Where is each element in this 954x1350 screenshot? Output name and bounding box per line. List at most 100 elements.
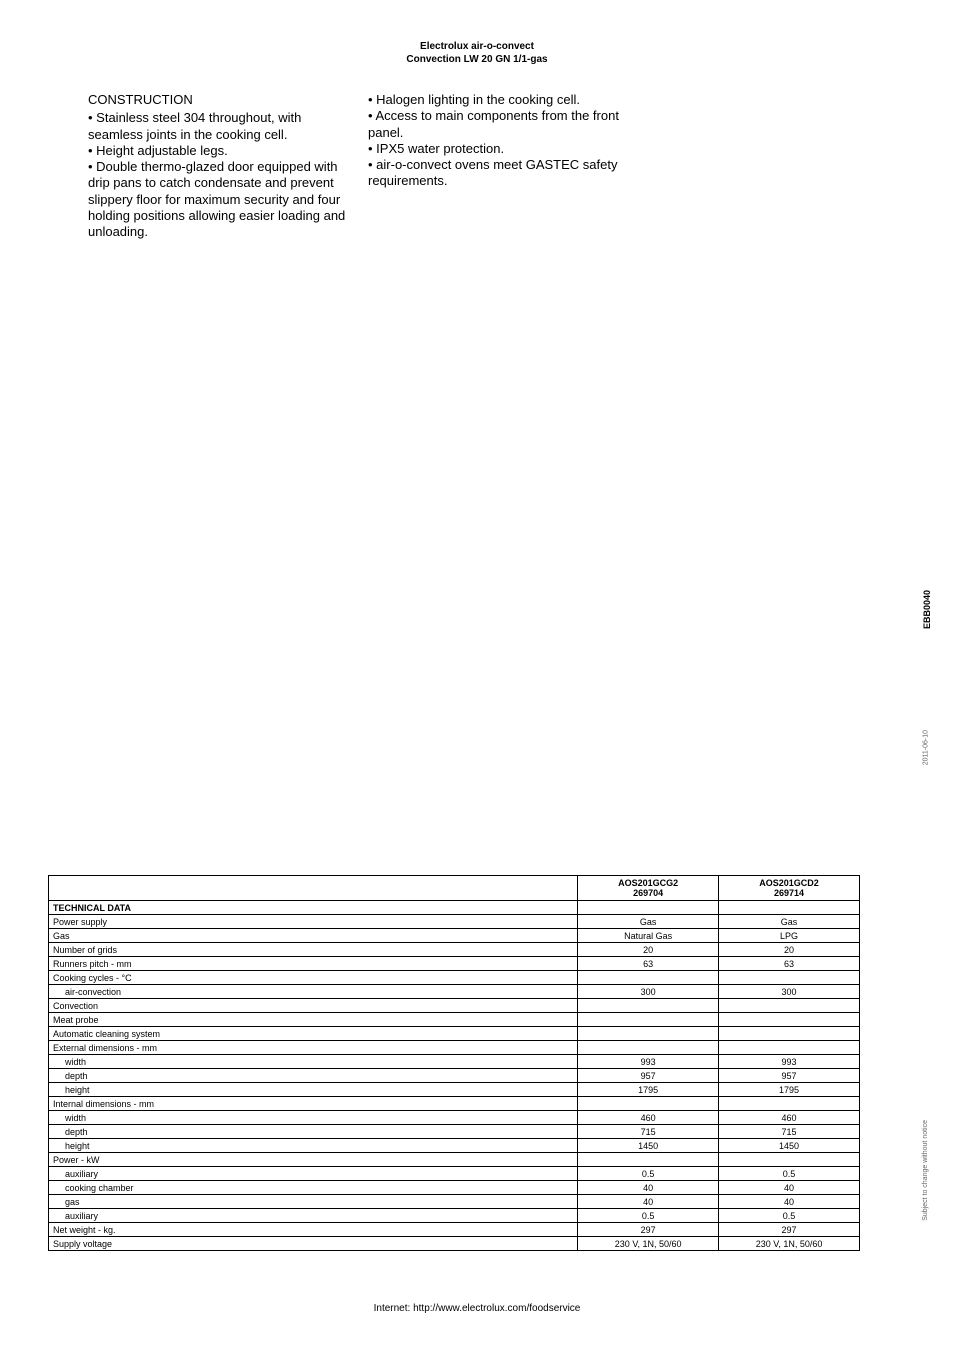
date-code: 2011-06-10 bbox=[922, 730, 929, 765]
row-label: height bbox=[49, 1083, 578, 1097]
cell: 993 bbox=[719, 1055, 860, 1069]
table-row: TECHNICAL DATA bbox=[49, 901, 860, 915]
cell bbox=[578, 1013, 719, 1027]
row-label: Meat probe bbox=[49, 1013, 578, 1027]
table-row: cooking chamber4040 bbox=[49, 1181, 860, 1195]
row-label: Net weight - kg. bbox=[49, 1223, 578, 1237]
col1-item: • Double thermo-glazed door equipped wit… bbox=[88, 159, 348, 240]
cell bbox=[578, 901, 719, 915]
cell: 1795 bbox=[578, 1083, 719, 1097]
table-row: depth715715 bbox=[49, 1125, 860, 1139]
table-body: TECHNICAL DATA Power supplyGasGasGasNatu… bbox=[49, 901, 860, 1251]
body-columns: CONSTRUCTION • Stainless steel 304 throu… bbox=[88, 92, 628, 240]
model-header: AOS201GCG2 269704 bbox=[578, 876, 719, 901]
model-name: AOS201GCG2 bbox=[618, 878, 678, 888]
cell: Gas bbox=[719, 915, 860, 929]
row-label: Convection bbox=[49, 999, 578, 1013]
cell bbox=[578, 971, 719, 985]
col2-item: • Access to main components from the fro… bbox=[368, 108, 628, 141]
cell: 0.5 bbox=[719, 1209, 860, 1223]
cell: 993 bbox=[578, 1055, 719, 1069]
cell bbox=[578, 999, 719, 1013]
cell: 20 bbox=[719, 943, 860, 957]
cell bbox=[578, 1027, 719, 1041]
table-row: height14501450 bbox=[49, 1139, 860, 1153]
cell bbox=[719, 1097, 860, 1111]
table-row: height17951795 bbox=[49, 1083, 860, 1097]
cell bbox=[578, 1041, 719, 1055]
cell bbox=[719, 901, 860, 915]
model-code: 269704 bbox=[633, 888, 663, 898]
model-code: 269714 bbox=[774, 888, 804, 898]
table-row: depth957957 bbox=[49, 1069, 860, 1083]
table-row: gas4040 bbox=[49, 1195, 860, 1209]
table-row: Convection bbox=[49, 999, 860, 1013]
row-label: Cooking cycles - °C bbox=[49, 971, 578, 985]
col2-item: • Halogen lighting in the cooking cell. bbox=[368, 92, 628, 108]
cell: 460 bbox=[578, 1111, 719, 1125]
cell: Gas bbox=[578, 915, 719, 929]
table-row: width460460 bbox=[49, 1111, 860, 1125]
cell bbox=[719, 1153, 860, 1167]
cell: 957 bbox=[578, 1069, 719, 1083]
header-line-2: Convection LW 20 GN 1/1-gas bbox=[0, 53, 954, 66]
row-label: width bbox=[49, 1055, 578, 1069]
cell: 1450 bbox=[719, 1139, 860, 1153]
cell bbox=[578, 1153, 719, 1167]
table-row: Runners pitch - mm6363 bbox=[49, 957, 860, 971]
table-row: auxiliary0.50.5 bbox=[49, 1209, 860, 1223]
cell bbox=[719, 1041, 860, 1055]
row-label: gas bbox=[49, 1195, 578, 1209]
row-label: Automatic cleaning system bbox=[49, 1027, 578, 1041]
cell: 63 bbox=[719, 957, 860, 971]
cell: 715 bbox=[578, 1125, 719, 1139]
cell bbox=[719, 971, 860, 985]
row-label: cooking chamber bbox=[49, 1181, 578, 1195]
cell: 715 bbox=[719, 1125, 860, 1139]
row-label: auxiliary bbox=[49, 1209, 578, 1223]
table-row: External dimensions - mm bbox=[49, 1041, 860, 1055]
table-row: Net weight - kg.297297 bbox=[49, 1223, 860, 1237]
row-label: width bbox=[49, 1111, 578, 1125]
cell: 230 V, 1N, 50/60 bbox=[578, 1237, 719, 1251]
cell: 460 bbox=[719, 1111, 860, 1125]
table-row: Number of grids2020 bbox=[49, 943, 860, 957]
table-row: Power - kW bbox=[49, 1153, 860, 1167]
table-row: Power supplyGasGas bbox=[49, 915, 860, 929]
table-row: Supply voltage230 V, 1N, 50/60230 V, 1N,… bbox=[49, 1237, 860, 1251]
cell: 300 bbox=[578, 985, 719, 999]
row-label: Runners pitch - mm bbox=[49, 957, 578, 971]
cell: 1450 bbox=[578, 1139, 719, 1153]
column-1: CONSTRUCTION • Stainless steel 304 throu… bbox=[88, 92, 348, 240]
cell: 0.5 bbox=[719, 1167, 860, 1181]
row-label: height bbox=[49, 1139, 578, 1153]
row-label: Gas bbox=[49, 929, 578, 943]
col1-item: • Stainless steel 304 throughout, with s… bbox=[88, 110, 348, 143]
row-label: Power - kW bbox=[49, 1153, 578, 1167]
cell: 230 V, 1N, 50/60 bbox=[719, 1237, 860, 1251]
model-header: AOS201GCD2 269714 bbox=[719, 876, 860, 901]
table-row: GasNatural GasLPG bbox=[49, 929, 860, 943]
cell bbox=[719, 1027, 860, 1041]
cell: 957 bbox=[719, 1069, 860, 1083]
table-row: Internal dimensions - mm bbox=[49, 1097, 860, 1111]
col2-item: • IPX5 water protection. bbox=[368, 141, 628, 157]
document-code: EBB0040 bbox=[922, 590, 932, 629]
col2-item: • air-o-convect ovens meet GASTEC safety… bbox=[368, 157, 628, 190]
row-label: Power supply bbox=[49, 915, 578, 929]
blank-header bbox=[49, 876, 578, 901]
col1-item: • Height adjustable legs. bbox=[88, 143, 348, 159]
page-header: Electrolux air-o-convect Convection LW 2… bbox=[0, 40, 954, 66]
cell bbox=[719, 999, 860, 1013]
cell: 300 bbox=[719, 985, 860, 999]
row-label: depth bbox=[49, 1069, 578, 1083]
cell: 0.5 bbox=[578, 1167, 719, 1181]
table-row: air-convection300300 bbox=[49, 985, 860, 999]
cell: 63 bbox=[578, 957, 719, 971]
row-label: Supply voltage bbox=[49, 1237, 578, 1251]
construction-heading: CONSTRUCTION bbox=[88, 92, 348, 108]
cell bbox=[578, 1097, 719, 1111]
cell bbox=[719, 1013, 860, 1027]
footer-url: Internet: http://www.electrolux.com/food… bbox=[0, 1303, 954, 1314]
row-label: Number of grids bbox=[49, 943, 578, 957]
